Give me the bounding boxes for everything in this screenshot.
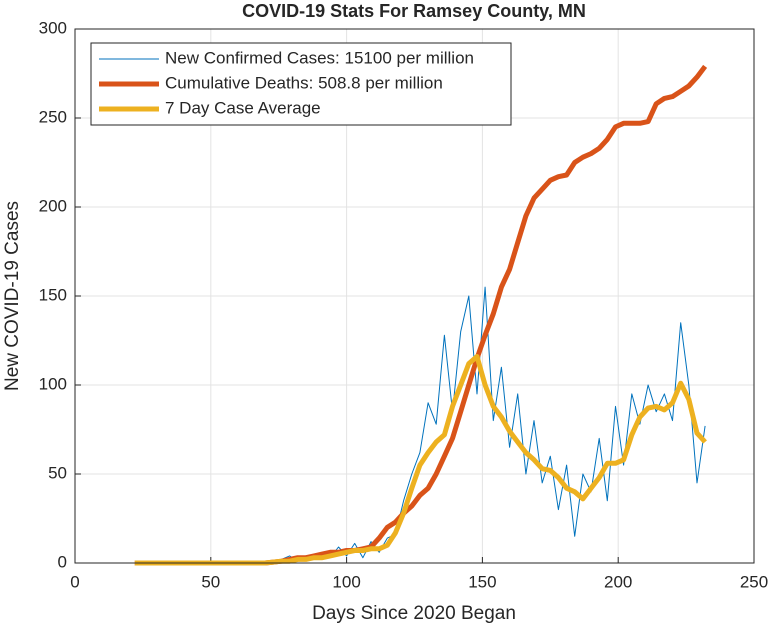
legend: New Confirmed Cases: 15100 per million Cu… bbox=[90, 42, 512, 126]
legend-box bbox=[90, 42, 512, 126]
y-tick-label: 150 bbox=[39, 285, 67, 304]
y-tick-label: 300 bbox=[39, 18, 67, 37]
y-tick-label: 100 bbox=[39, 374, 67, 393]
x-tick-label: 200 bbox=[604, 572, 632, 591]
x-tick-label: 0 bbox=[70, 572, 79, 591]
y-tick-label: 200 bbox=[39, 196, 67, 215]
x-tick-label: 250 bbox=[740, 572, 768, 591]
y-tick-label: 0 bbox=[58, 552, 67, 571]
x-tick-label: 150 bbox=[468, 572, 496, 591]
legend-label: Cumulative Deaths: 508.8 per million bbox=[165, 73, 443, 92]
axes-box bbox=[74, 28, 755, 564]
legend-label: New Confirmed Cases: 15100 per million bbox=[165, 48, 474, 67]
legend-label: 7 Day Case Average bbox=[165, 98, 321, 117]
x-tick-label: 100 bbox=[332, 572, 360, 591]
x-axis-label: Days Since 2020 Began bbox=[312, 603, 516, 624]
chart-title: COVID-19 Stats For Ramsey County, MN bbox=[242, 1, 586, 21]
y-tick-label: 250 bbox=[39, 107, 67, 126]
y-axis-label: New COVID-19 Cases bbox=[2, 201, 23, 391]
x-tick-label: 50 bbox=[201, 572, 220, 591]
y-tick-label: 50 bbox=[48, 463, 67, 482]
